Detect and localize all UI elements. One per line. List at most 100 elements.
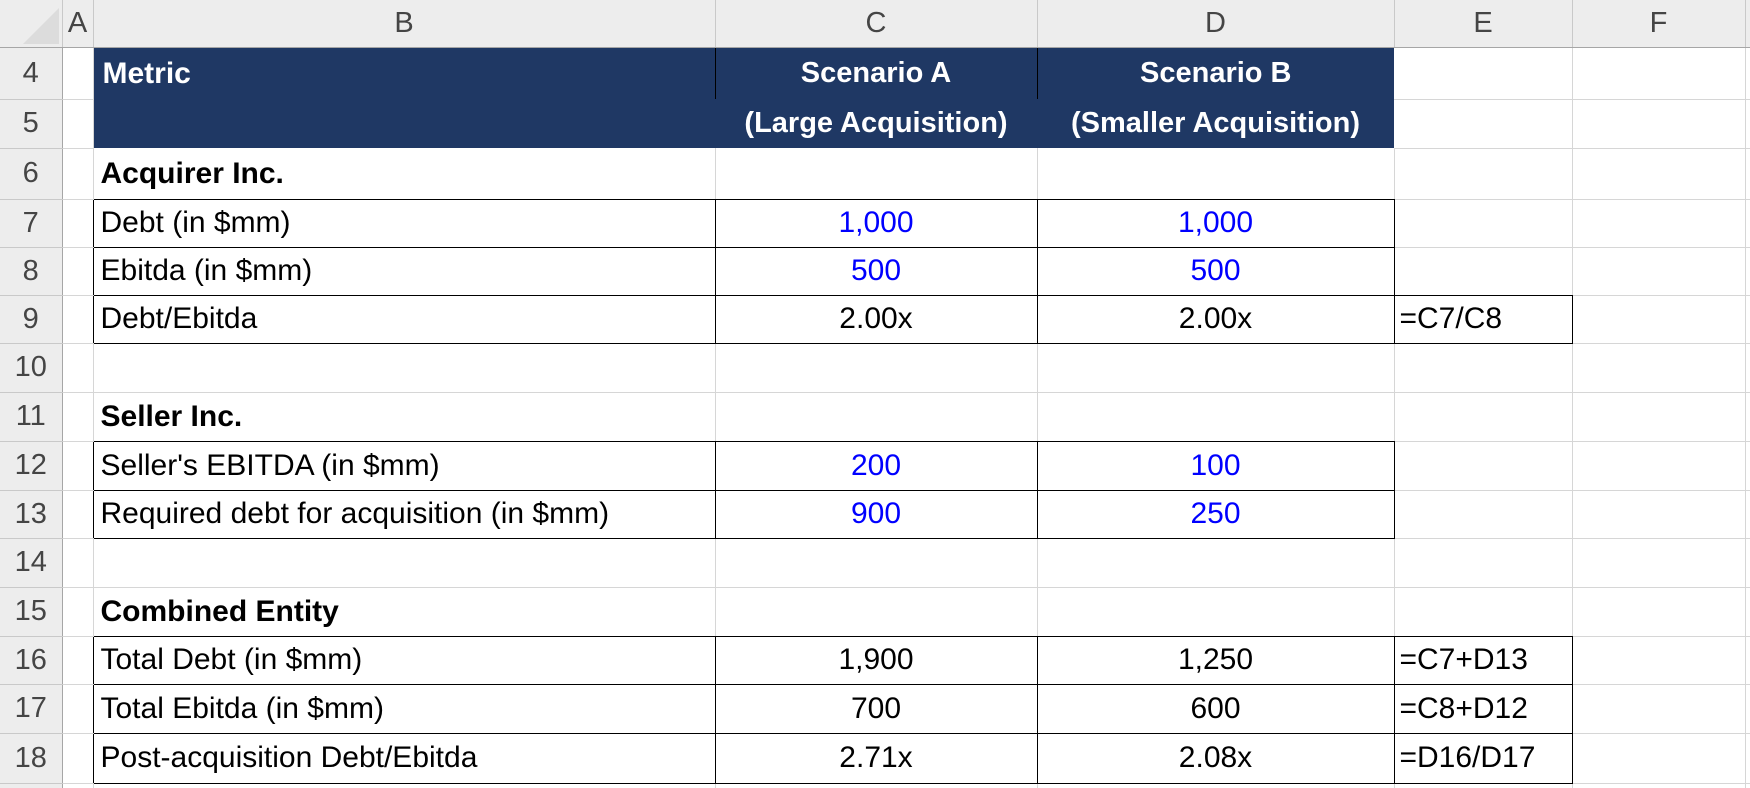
empty-cell[interactable]	[715, 343, 1038, 393]
empty-cell[interactable]	[62, 199, 94, 248]
empty-cell[interactable]	[62, 392, 94, 442]
empty-cell[interactable]	[62, 343, 94, 393]
empty-cell[interactable]	[62, 99, 94, 149]
empty-cell[interactable]	[715, 538, 1038, 588]
cell-c9-value[interactable]: 2.00x	[715, 295, 1038, 344]
row-header-4[interactable]: 4	[0, 47, 63, 100]
empty-cell[interactable]	[62, 441, 94, 491]
cell-b13-label[interactable]: Required debt for acquisition (in $mm)	[93, 490, 716, 539]
cell-d12-value[interactable]: 100	[1037, 441, 1395, 491]
cell-c8-value[interactable]: 500	[715, 247, 1038, 296]
empty-cell[interactable]	[1037, 587, 1395, 637]
empty-cell[interactable]	[1394, 99, 1573, 149]
empty-cell[interactable]	[1572, 636, 1746, 685]
empty-cell[interactable]	[1572, 247, 1746, 296]
empty-cell[interactable]	[1037, 343, 1395, 393]
row-header-18[interactable]: 18	[0, 733, 63, 784]
row-header-9[interactable]: 9	[0, 295, 63, 344]
empty-cell[interactable]	[715, 392, 1038, 442]
row-header-8[interactable]: 8	[0, 247, 63, 296]
column-header-f[interactable]: F	[1572, 0, 1746, 48]
empty-cell[interactable]	[1394, 392, 1573, 442]
cell-c17-value[interactable]: 700	[715, 684, 1038, 734]
empty-cell[interactable]	[1572, 343, 1746, 393]
cell-b18-label[interactable]: Post-acquisition Debt/Ebitda	[93, 733, 716, 784]
empty-cell[interactable]	[1394, 441, 1573, 491]
header-cell-metric[interactable]: Metric	[93, 47, 716, 99]
row-header-17[interactable]: 17	[0, 684, 63, 734]
header-cell-metric-blank[interactable]	[93, 99, 715, 148]
cell-d17-value[interactable]: 600	[1037, 684, 1395, 734]
empty-cell[interactable]	[1572, 392, 1746, 442]
empty-cell[interactable]	[62, 636, 94, 685]
empty-cell[interactable]	[1037, 392, 1395, 442]
column-header-e[interactable]: E	[1394, 0, 1573, 48]
section-title-combined[interactable]: Combined Entity	[93, 587, 716, 637]
header-cell-scenario-a-title[interactable]: Scenario A	[715, 47, 1038, 99]
empty-cell[interactable]	[1037, 538, 1395, 588]
row-header-13[interactable]: 13	[0, 490, 63, 539]
empty-cell[interactable]	[1572, 295, 1746, 344]
empty-cell[interactable]	[715, 587, 1038, 637]
cell-c13-value[interactable]: 900	[715, 490, 1038, 539]
cell-b16-label[interactable]: Total Debt (in $mm)	[93, 636, 716, 685]
empty-cell[interactable]	[62, 733, 94, 784]
cell-d8-value[interactable]: 500	[1037, 247, 1395, 296]
empty-cell[interactable]	[1572, 490, 1746, 539]
empty-cell[interactable]	[1394, 490, 1573, 539]
empty-cell[interactable]	[93, 538, 716, 588]
empty-cell[interactable]	[1572, 538, 1746, 588]
header-cell-scenario-b-subtitle[interactable]: (Smaller Acquisition)	[1037, 99, 1394, 148]
empty-cell[interactable]	[62, 47, 94, 100]
column-header-b[interactable]: B	[93, 0, 716, 48]
cell-d7-value[interactable]: 1,000	[1037, 199, 1395, 248]
empty-cell[interactable]	[1572, 99, 1746, 149]
empty-cell[interactable]	[62, 538, 94, 588]
cell-e16-formula[interactable]: =C7+D13	[1393, 636, 1573, 685]
row-header-16[interactable]: 16	[0, 636, 63, 685]
row-header-11[interactable]: 11	[0, 392, 63, 442]
section-title-acquirer[interactable]: Acquirer Inc.	[93, 148, 716, 200]
row-header-10[interactable]: 10	[0, 343, 63, 393]
cell-e18-formula[interactable]: =D16/D17	[1393, 733, 1573, 784]
column-header-a[interactable]: A	[62, 0, 94, 48]
empty-cell[interactable]	[715, 148, 1038, 200]
cell-e9-formula[interactable]: =C7/C8	[1393, 294, 1573, 344]
column-header-c[interactable]: C	[715, 0, 1038, 48]
cell-e17-formula[interactable]: =C8+D12	[1393, 684, 1573, 734]
empty-cell[interactable]	[62, 490, 94, 539]
cell-d16-value[interactable]: 1,250	[1037, 636, 1395, 685]
empty-cell[interactable]	[1572, 148, 1746, 200]
cell-b9-label[interactable]: Debt/Ebitda	[93, 295, 716, 344]
empty-cell[interactable]	[1572, 587, 1746, 637]
empty-cell[interactable]	[1394, 47, 1573, 100]
empty-cell[interactable]	[1037, 148, 1395, 200]
empty-cell[interactable]	[1572, 684, 1746, 734]
empty-cell[interactable]	[1394, 538, 1573, 588]
empty-cell[interactable]	[1572, 47, 1746, 100]
header-cell-scenario-b-title[interactable]: Scenario B	[1037, 47, 1394, 99]
cell-b17-label[interactable]: Total Ebitda (in $mm)	[93, 684, 716, 734]
empty-cell[interactable]	[1572, 199, 1746, 248]
empty-cell[interactable]	[1394, 247, 1573, 296]
header-cell-scenario-a-subtitle[interactable]: (Large Acquisition)	[715, 99, 1037, 148]
empty-cell[interactable]	[62, 295, 94, 344]
cell-b8-label[interactable]: Ebitda (in $mm)	[93, 247, 716, 296]
cell-c16-value[interactable]: 1,900	[715, 636, 1038, 685]
empty-cell[interactable]	[62, 684, 94, 734]
cell-c12-value[interactable]: 200	[715, 441, 1038, 491]
empty-cell[interactable]	[62, 587, 94, 637]
empty-cell[interactable]	[1394, 148, 1573, 200]
cell-b12-label[interactable]: Seller's EBITDA (in $mm)	[93, 441, 716, 491]
empty-cell[interactable]	[1572, 441, 1746, 491]
row-header-5[interactable]: 5	[0, 99, 63, 149]
cell-d18-value[interactable]: 2.08x	[1037, 733, 1395, 784]
empty-cell[interactable]	[1394, 587, 1573, 637]
cell-c7-value[interactable]: 1,000	[715, 199, 1038, 248]
section-title-seller[interactable]: Seller Inc.	[93, 392, 716, 442]
cell-d13-value[interactable]: 250	[1037, 490, 1395, 539]
empty-cell[interactable]	[62, 148, 94, 200]
empty-cell[interactable]	[93, 343, 716, 393]
select-all-button[interactable]	[0, 0, 63, 48]
empty-cell[interactable]	[1394, 343, 1573, 393]
